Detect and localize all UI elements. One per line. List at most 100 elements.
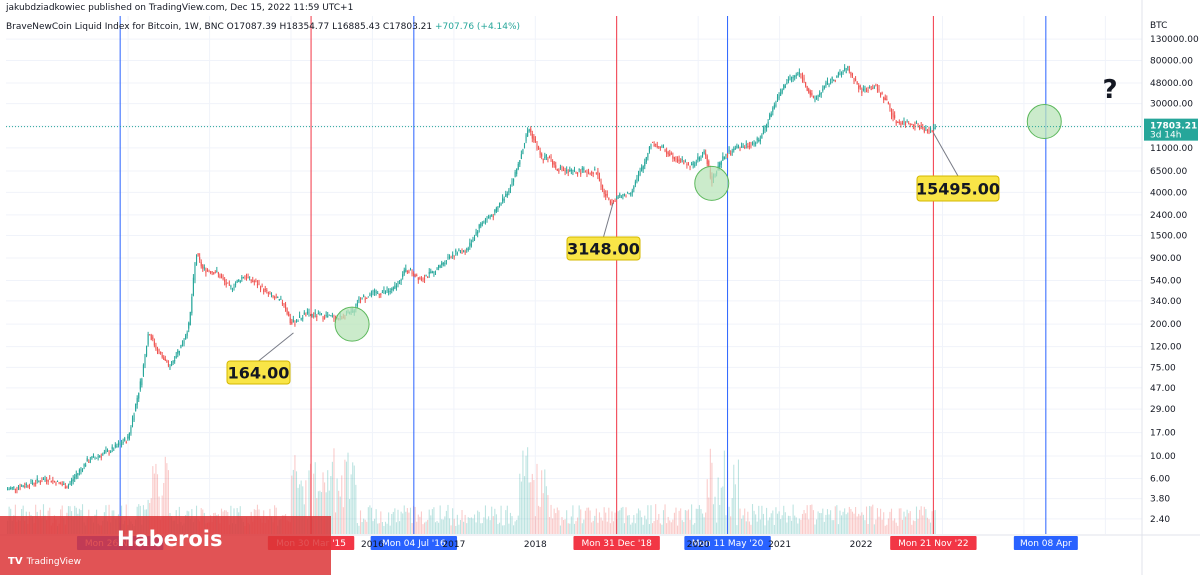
volume-bar [728,506,730,534]
volume-bar [631,522,633,534]
candle-body [445,260,447,262]
volume-bar [742,515,744,534]
candle-body [580,172,582,175]
volume-bar [844,508,846,534]
candle-body [556,168,558,171]
volume-bar [614,512,616,534]
volume-bar [395,522,397,534]
volume-bar [930,522,932,534]
volume-bar [331,461,333,534]
candle-body [820,93,822,95]
candle-body [766,125,768,128]
candle-body [842,71,844,73]
volume-bar [152,466,154,534]
volume-bar [542,493,544,534]
volume-bar [531,473,533,534]
volume-bar [605,512,607,534]
candle-body [792,77,794,79]
candle-body [602,185,604,190]
candle-body [255,281,257,283]
price-change: +707.76 (+4.14%) [435,22,521,32]
candle-body [269,293,271,295]
candle-body [678,159,680,162]
candle-body [491,215,493,217]
volume-bar [598,512,601,534]
volume-bar [386,523,388,534]
candle-body [242,277,244,279]
volume-bar [495,514,497,534]
watermark-brand: Haberois [117,527,223,551]
volume-bar [922,515,924,534]
volume-bar [525,455,527,534]
candle-body [83,463,85,467]
volume-bar [455,525,457,534]
volume-bar [650,505,652,534]
candle-body [489,216,491,218]
candle-body [508,190,510,193]
volume-bar [414,506,416,534]
volume-bar [600,517,602,534]
candle-body [420,278,422,280]
callout-label: 3148.00 [567,240,640,259]
volume-bar [717,477,719,534]
candle-body [794,75,796,78]
x-tick-label: 2021 [768,540,791,550]
candle-body [475,232,477,236]
volume-bar [762,513,764,534]
volume-bar [625,507,627,534]
candle-body [124,438,126,441]
volume-bar [597,522,599,534]
volume-bar [428,509,430,534]
candle-body [861,90,863,94]
candle-body [13,486,15,488]
volume-bar [619,510,621,534]
candle-body [797,74,799,76]
date-marker-label: Mon 04 Jul '16 [382,539,446,549]
candle-body [903,121,905,123]
candle-body [35,482,37,484]
volume-bar [372,521,374,534]
candle-body [737,146,740,149]
volume-bar [419,516,421,534]
candle-body [675,157,677,160]
candle-body [27,485,29,487]
candle-body [865,90,868,92]
volume-bar [550,504,552,534]
candle-body [191,296,193,314]
volume-bar [753,510,755,534]
date-marker-lines [119,16,1047,534]
volume-bar [748,521,750,534]
candle-body [655,143,657,145]
volume-bar [570,516,572,534]
candle-body [701,154,704,157]
y-tick-label: 130000.00 [1150,35,1199,45]
volume-bar [745,521,747,534]
candle-body [859,85,861,88]
ohlc-values: O17087.39 H18354.77 L16885.43 C17803.21 [226,22,433,32]
candle-body [275,297,277,299]
volume-bar [603,507,605,534]
volume-bar [439,505,441,534]
candle-body [252,280,254,282]
candle-body [795,74,797,76]
candle-body [220,276,223,278]
date-marker-label: Mon 21 Nov '22 [898,539,969,549]
volume-bar [456,514,458,534]
volume-bar [708,497,710,534]
candle-body [289,317,291,324]
candle-body [473,237,476,240]
candle-body [453,255,455,257]
candle-body [463,250,465,252]
volume-bar [750,524,752,534]
candle-body [202,265,204,269]
candle-body [142,364,144,376]
candle-body [892,112,894,118]
candle-body [469,242,471,247]
candle-body [887,101,889,105]
volume-bar [734,484,736,534]
volume-bar [655,504,657,534]
candle-body [667,152,669,155]
candle-body [266,290,268,292]
candle-body [52,480,54,482]
volume-bar [164,456,166,534]
